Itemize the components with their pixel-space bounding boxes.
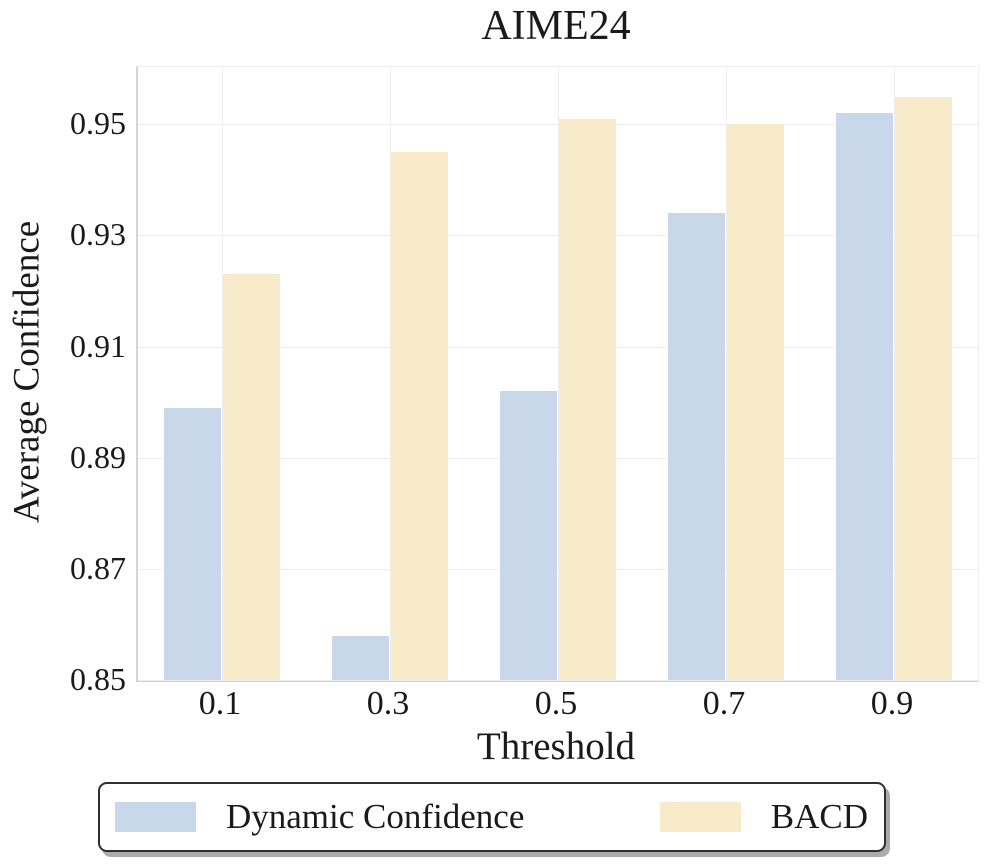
x-tick-label: 0.7 bbox=[702, 685, 746, 722]
legend-label: Dynamic Confidence bbox=[226, 797, 525, 836]
bar-dynamic-confidence-0.9 bbox=[836, 113, 893, 680]
x-axis-label: Threshold bbox=[476, 725, 636, 768]
legend-label: BACD bbox=[770, 797, 868, 836]
gridline-vertical bbox=[894, 67, 895, 680]
y-tick-label: 0.85 bbox=[70, 661, 126, 697]
legend-swatch bbox=[115, 802, 196, 832]
plot-area bbox=[136, 66, 979, 682]
bar-bacd-0.9 bbox=[895, 96, 952, 680]
y-tick-label: 0.93 bbox=[70, 216, 126, 253]
bar-dynamic-confidence-0.7 bbox=[668, 213, 725, 680]
y-tick-label: 0.91 bbox=[70, 327, 126, 364]
x-tick-label: 0.9 bbox=[870, 685, 914, 722]
y-tick-label: 0.87 bbox=[70, 549, 126, 586]
chart-title: AIME24 bbox=[481, 3, 631, 49]
x-tick-label: 0.1 bbox=[198, 685, 242, 722]
x-tick-label: 0.5 bbox=[534, 685, 578, 722]
gridline-vertical bbox=[390, 67, 391, 680]
bar-bacd-0.1 bbox=[223, 274, 280, 680]
bar-bacd-0.3 bbox=[391, 152, 448, 680]
legend-item-dynamic-confidence: Dynamic Confidence bbox=[115, 798, 524, 836]
gridline-vertical bbox=[222, 67, 223, 680]
y-axis-label: Average Confidence bbox=[6, 220, 48, 524]
bar-bacd-0.7 bbox=[727, 124, 784, 680]
y-tick-label: 0.89 bbox=[70, 438, 126, 475]
bar-dynamic-confidence-0.5 bbox=[500, 391, 557, 680]
bar-dynamic-confidence-0.1 bbox=[164, 407, 221, 680]
gridline-vertical bbox=[726, 67, 727, 680]
y-tick-label: 0.95 bbox=[70, 105, 126, 142]
gridline-horizontal bbox=[138, 680, 978, 681]
legend-item-bacd: BACD bbox=[659, 797, 868, 836]
bar-dynamic-confidence-0.3 bbox=[332, 635, 389, 680]
legend-swatch bbox=[659, 802, 741, 832]
gridline-vertical bbox=[558, 67, 559, 680]
bar-bacd-0.5 bbox=[559, 118, 616, 680]
legend-box: Dynamic Confidence BACD bbox=[98, 782, 886, 852]
x-tick-label: 0.3 bbox=[366, 685, 410, 722]
